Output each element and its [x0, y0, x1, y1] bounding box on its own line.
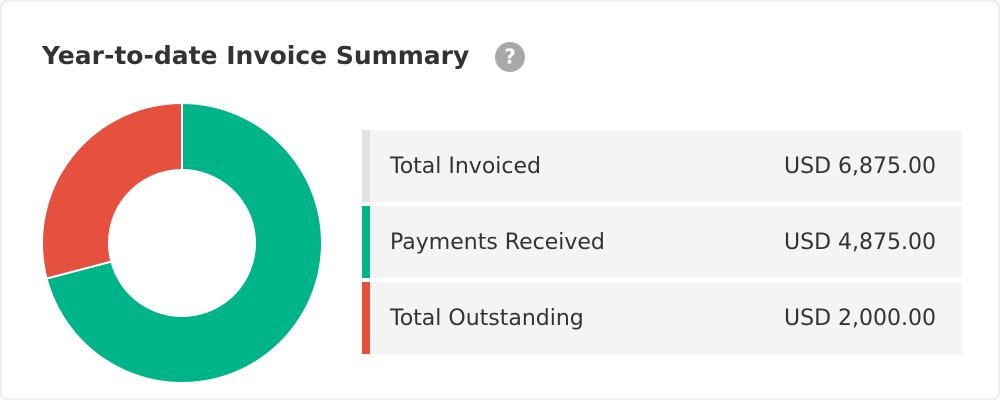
row-background	[362, 282, 962, 354]
row-label: Payments Received	[390, 230, 605, 255]
row-amount: USD 2,000.00	[784, 306, 936, 331]
row-label: Total Invoiced	[389, 154, 541, 179]
donut-slice	[45, 101, 323, 384]
help-mark: ?	[504, 45, 516, 69]
row-amount: USD 4,875.00	[784, 230, 936, 255]
summary-table: Total Invoiced USD 6,875.00 Payments Recei…	[362, 130, 962, 354]
row-amount: USD 6,875.00	[784, 154, 936, 179]
donut-chart	[41, 101, 323, 384]
row-label: Total Outstanding	[389, 306, 584, 331]
row-background	[362, 206, 962, 278]
widget-title: Year-to-date Invoice Summary	[41, 41, 469, 70]
row-background	[362, 130, 962, 202]
row-indicator	[362, 282, 370, 354]
row-indicator	[362, 130, 370, 202]
row-indicator	[362, 206, 370, 278]
help-circle	[495, 42, 525, 72]
donut-slice	[41, 101, 183, 280]
help-icon[interactable]: ?	[495, 42, 525, 72]
